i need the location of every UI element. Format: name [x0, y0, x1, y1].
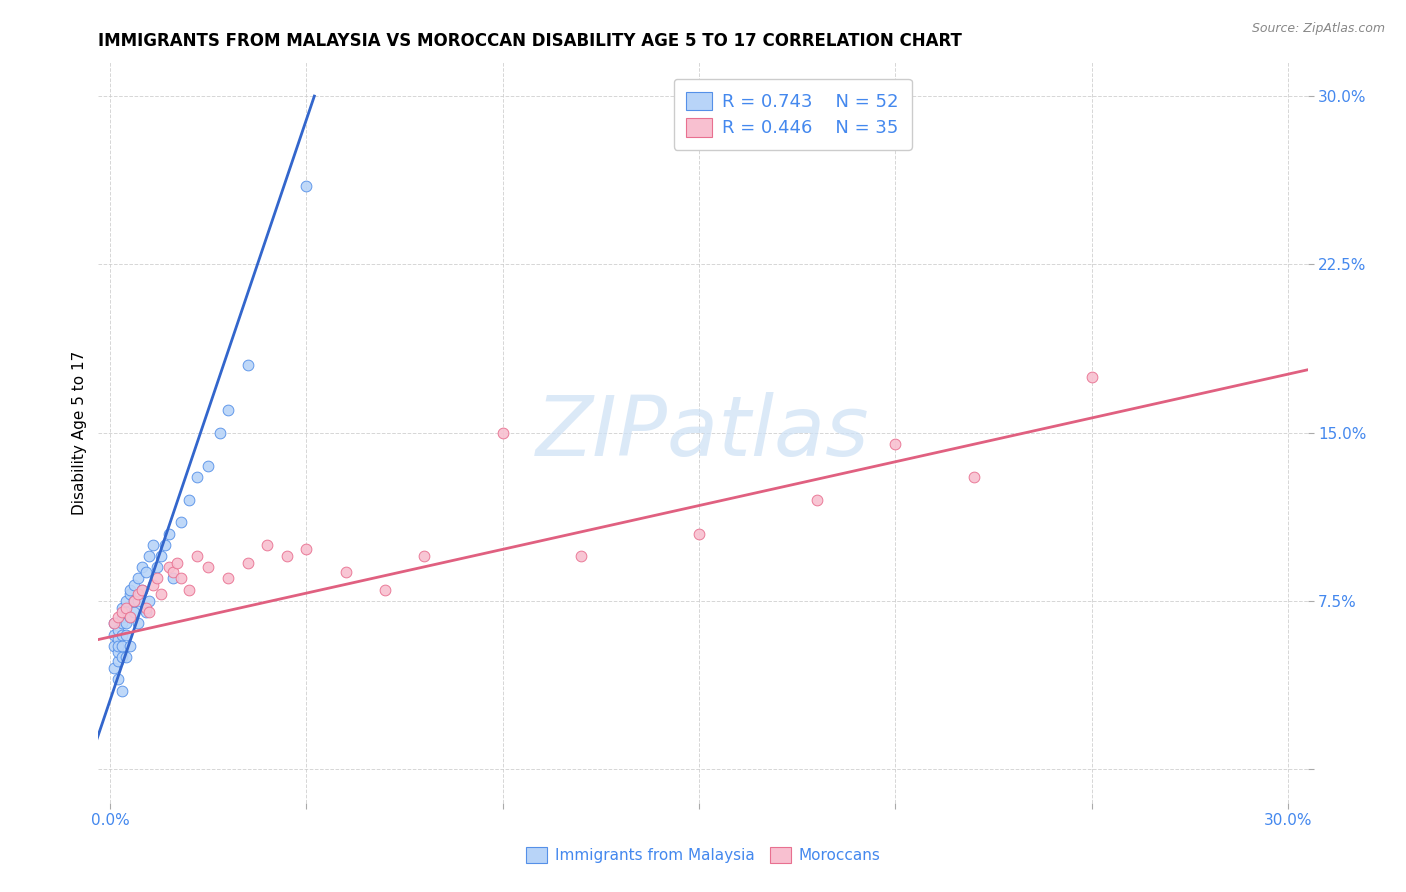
- Point: [115, 627, 138, 641]
- Point: [142, 578, 165, 592]
- Point: [186, 549, 208, 563]
- Point: [157, 560, 180, 574]
- Point: [127, 587, 149, 601]
- Point: [295, 178, 318, 193]
- Point: [276, 549, 298, 563]
- Point: [115, 594, 138, 608]
- Point: [111, 609, 134, 624]
- Point: [118, 609, 141, 624]
- Point: [146, 571, 169, 585]
- Point: [103, 661, 125, 675]
- Point: [177, 582, 200, 597]
- Point: [138, 594, 160, 608]
- Point: [209, 425, 232, 440]
- Legend: Immigrants from Malaysia, Moroccans: Immigrants from Malaysia, Moroccans: [519, 841, 887, 869]
- Point: [111, 650, 134, 665]
- Point: [118, 609, 141, 624]
- Point: [256, 538, 278, 552]
- Point: [177, 492, 200, 507]
- Point: [107, 673, 129, 687]
- Point: [153, 538, 176, 552]
- Point: [170, 516, 193, 530]
- Point: [103, 627, 125, 641]
- Point: [217, 403, 239, 417]
- Point: [295, 542, 318, 557]
- Point: [236, 556, 259, 570]
- Point: [127, 594, 149, 608]
- Point: [150, 587, 173, 601]
- Point: [217, 571, 239, 585]
- Point: [107, 639, 129, 653]
- Point: [138, 549, 160, 563]
- Point: [131, 582, 153, 597]
- Point: [492, 425, 515, 440]
- Point: [963, 470, 986, 484]
- Point: [115, 616, 138, 631]
- Point: [162, 571, 184, 585]
- Point: [1080, 369, 1102, 384]
- Point: [115, 650, 138, 665]
- Point: [122, 578, 145, 592]
- Point: [806, 492, 828, 507]
- Point: [107, 655, 129, 669]
- Point: [335, 565, 357, 579]
- Point: [107, 623, 129, 637]
- Point: [186, 470, 208, 484]
- Point: [146, 560, 169, 574]
- Point: [103, 639, 125, 653]
- Point: [127, 571, 149, 585]
- Point: [115, 600, 138, 615]
- Point: [135, 605, 157, 619]
- Point: [413, 549, 436, 563]
- Point: [197, 459, 219, 474]
- Point: [118, 639, 141, 653]
- Point: [103, 616, 125, 631]
- Point: [884, 437, 907, 451]
- Y-axis label: Disability Age 5 to 17: Disability Age 5 to 17: [72, 351, 87, 515]
- Point: [111, 627, 134, 641]
- Point: [131, 560, 153, 574]
- Point: [127, 616, 149, 631]
- Point: [157, 526, 180, 541]
- Point: [135, 565, 157, 579]
- Point: [118, 587, 141, 601]
- Point: [122, 594, 145, 608]
- Point: [111, 683, 134, 698]
- Point: [118, 582, 141, 597]
- Point: [142, 538, 165, 552]
- Point: [569, 549, 592, 563]
- Point: [111, 639, 134, 653]
- Point: [170, 571, 193, 585]
- Point: [111, 616, 134, 631]
- Point: [374, 582, 396, 597]
- Point: [197, 560, 219, 574]
- Text: IMMIGRANTS FROM MALAYSIA VS MOROCCAN DISABILITY AGE 5 TO 17 CORRELATION CHART: IMMIGRANTS FROM MALAYSIA VS MOROCCAN DIS…: [98, 32, 962, 50]
- Point: [107, 609, 129, 624]
- Point: [166, 556, 188, 570]
- Point: [131, 582, 153, 597]
- Text: Source: ZipAtlas.com: Source: ZipAtlas.com: [1251, 22, 1385, 36]
- Text: ZIPatlas: ZIPatlas: [536, 392, 870, 473]
- Point: [162, 565, 184, 579]
- Point: [107, 645, 129, 659]
- Point: [135, 600, 157, 615]
- Point: [122, 594, 145, 608]
- Point: [107, 632, 129, 646]
- Point: [138, 605, 160, 619]
- Point: [103, 616, 125, 631]
- Point: [111, 600, 134, 615]
- Point: [115, 605, 138, 619]
- Point: [122, 605, 145, 619]
- Point: [688, 526, 710, 541]
- Point: [150, 549, 173, 563]
- Point: [111, 605, 134, 619]
- Point: [236, 359, 259, 373]
